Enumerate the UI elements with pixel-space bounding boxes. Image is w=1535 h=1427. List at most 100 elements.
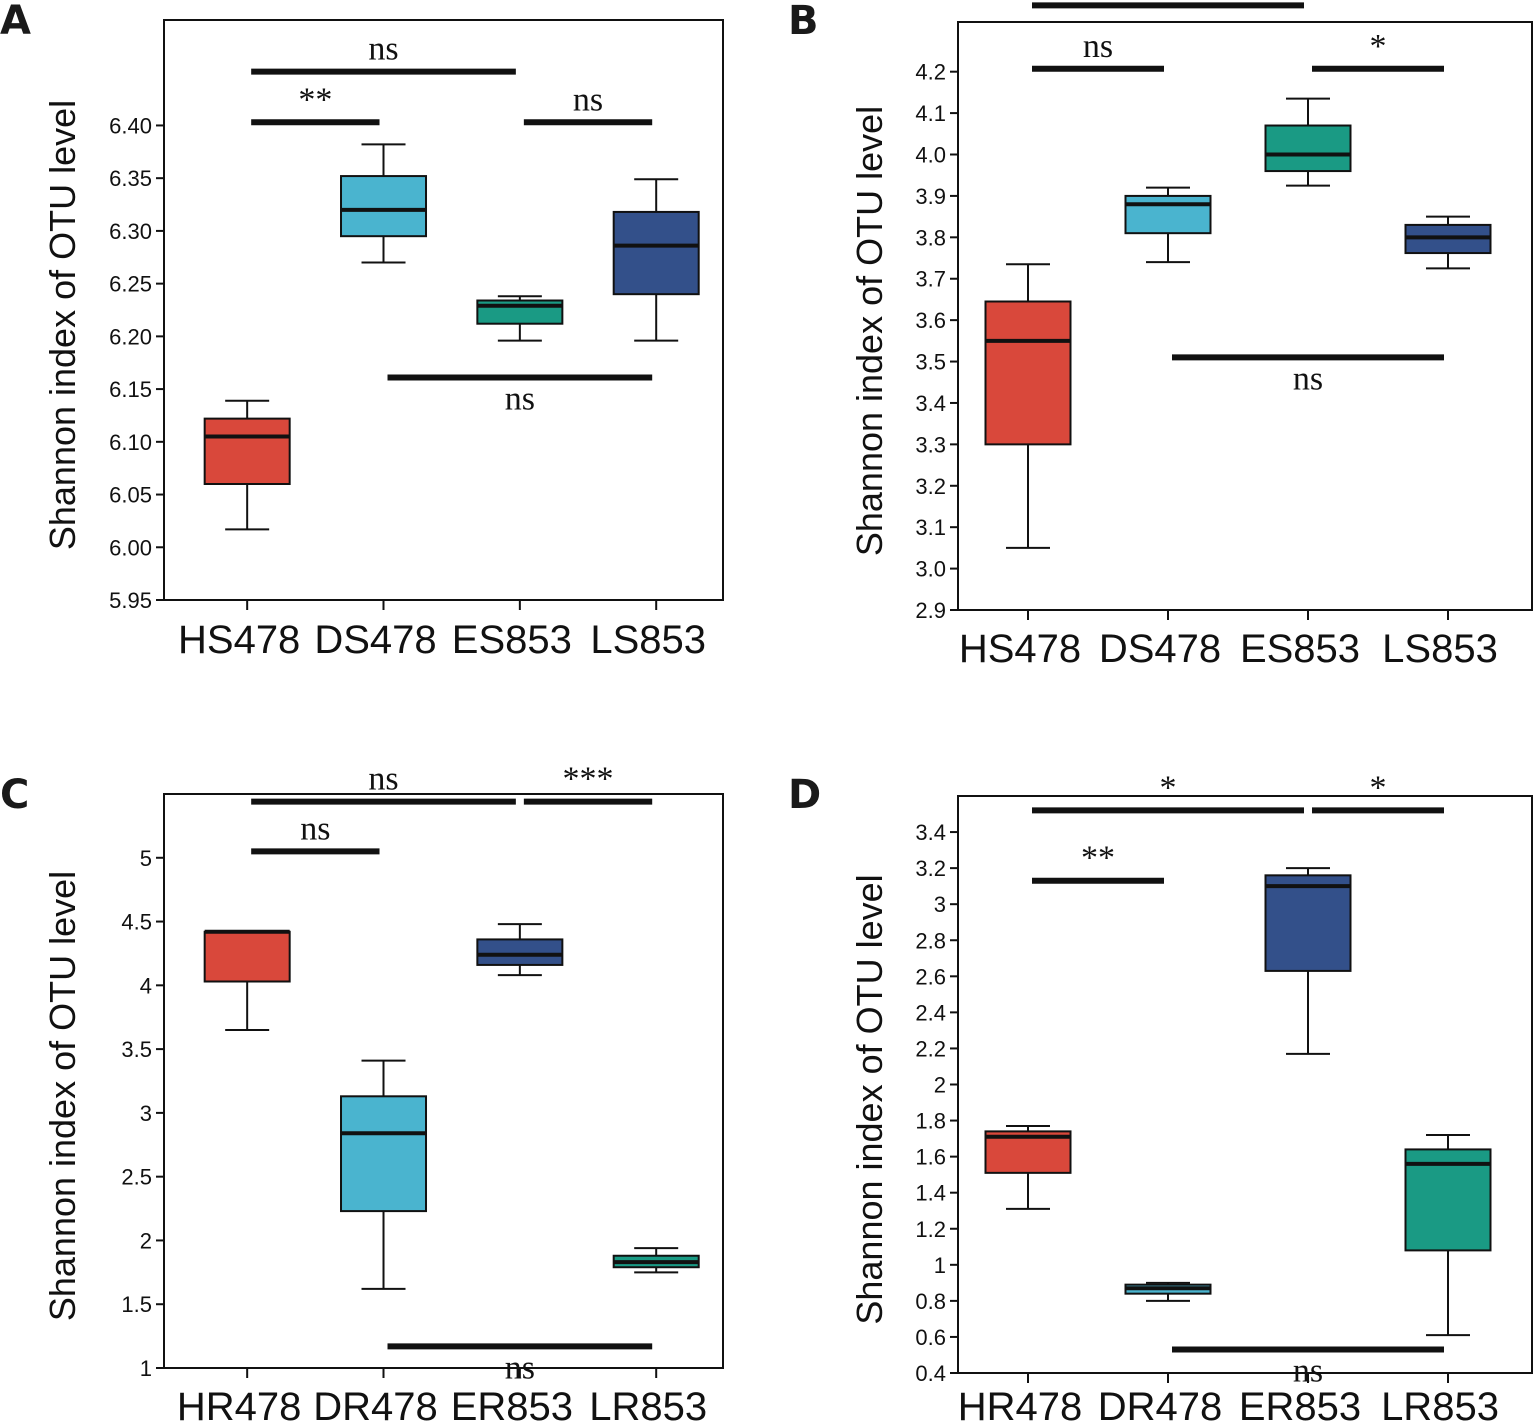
significance-label: *	[1370, 28, 1387, 65]
y-tick-label: 3	[934, 892, 946, 917]
box-iqr	[984, 300, 1072, 446]
y-tick-label: 3.9	[915, 184, 946, 209]
panel-letter: B	[788, 0, 819, 44]
plot-frame	[163, 793, 724, 1369]
x-category-label: ES853	[1240, 627, 1360, 671]
y-tick-label: 3.2	[915, 856, 946, 881]
y-tick-label: 4.5	[121, 910, 152, 935]
box-iqr	[203, 417, 291, 486]
y-tick-label: 1.4	[915, 1181, 946, 1206]
x-category-label: DR478	[313, 1385, 438, 1427]
significance-label: ns	[505, 1349, 535, 1386]
box-iqr	[203, 930, 291, 983]
y-tick-label: 3.8	[915, 225, 946, 250]
significance-label: ns	[368, 31, 398, 68]
y-tick-label: 3.5	[915, 350, 946, 375]
x-category-label: ES853	[452, 618, 572, 662]
y-tick-label: 4.0	[915, 143, 946, 168]
panel-b: B Shannon index of OTU level 2.9 3.0 3.1 3.2 3…	[788, 0, 1533, 671]
y-tick-label: 6.05	[109, 483, 152, 508]
x-category-label: ER853	[451, 1385, 573, 1427]
y-tick-label: 2.4	[915, 1000, 946, 1025]
significance-label: ns	[368, 761, 398, 798]
y-tick-label: 1.6	[915, 1145, 946, 1170]
plot-frame	[163, 19, 724, 601]
significance-label: *	[1370, 769, 1387, 806]
box-iqr	[340, 175, 428, 238]
y-tick-label: 1	[934, 1253, 946, 1278]
y-tick-label: 6.25	[109, 272, 152, 297]
x-category-label: DS478	[314, 618, 436, 662]
x-category-label: LS853	[1382, 627, 1498, 671]
significance-label: ns	[300, 810, 330, 847]
y-tick-label: 0.4	[915, 1361, 946, 1386]
y-tick-label: 4	[140, 973, 152, 998]
y-tick-label: 6.10	[109, 430, 152, 455]
significance-label: ns	[1083, 28, 1113, 65]
y-tick-label: 3.5	[121, 1037, 152, 1062]
panel-letter: D	[788, 772, 821, 818]
box-iqr	[1124, 194, 1212, 235]
y-tick-label: 6.35	[109, 166, 152, 191]
y-tick-label: 0.8	[915, 1289, 946, 1314]
y-tick-label: 4.1	[915, 101, 946, 126]
box-iqr	[1264, 874, 1352, 972]
y-axis-label: Shannon index of OTU level	[849, 106, 890, 556]
y-tick-label: 5	[140, 846, 152, 871]
panel-d: D Shannon index of OTU level 0.4 0.6 0.8 1 1.2…	[788, 769, 1533, 1427]
y-tick-label: 5.95	[109, 588, 152, 613]
x-category-label: HS478	[178, 618, 300, 662]
x-category-label: LS853	[590, 618, 706, 662]
y-axis-label: Shannon index of OTU level	[42, 871, 83, 1321]
y-tick-label: 6.20	[109, 324, 152, 349]
x-category-label: HR478	[177, 1385, 302, 1427]
panel-c: C Shannon index of OTU level 1 1.5 2 2.5 3 3.5 4…	[0, 761, 724, 1427]
x-category-label: LR853	[1381, 1385, 1499, 1427]
x-category-label: DR478	[1098, 1385, 1223, 1427]
y-tick-label: 2.9	[915, 598, 946, 623]
y-tick-label: 2	[140, 1228, 152, 1253]
box-iqr	[612, 210, 700, 296]
y-tick-label: 3	[140, 1101, 152, 1126]
y-tick-label: 3.0	[915, 557, 946, 582]
y-tick-label: 3.7	[915, 267, 946, 292]
x-category-label: HS478	[959, 627, 1081, 671]
y-tick-label: 1.5	[121, 1292, 152, 1317]
significance-label: *	[1160, 769, 1177, 806]
y-tick-label: 1.2	[915, 1217, 946, 1242]
y-tick-label: 6.30	[109, 219, 152, 244]
y-axis-label: Shannon index of OTU level	[849, 874, 890, 1324]
y-tick-label: 1	[140, 1356, 152, 1381]
significance-label: ns	[1293, 1353, 1323, 1390]
y-tick-label: 4.2	[915, 60, 946, 85]
plot-frame	[957, 21, 1533, 611]
y-tick-label: 3.6	[915, 308, 946, 333]
y-tick-label: 2.5	[121, 1165, 152, 1190]
y-tick-label: 6.40	[109, 113, 152, 138]
box-iqr	[476, 938, 564, 966]
panel-letter: A	[0, 0, 31, 44]
significance-label: ns	[505, 380, 535, 417]
box-iqr	[1404, 1148, 1492, 1252]
y-tick-label: 3.4	[915, 391, 946, 416]
y-tick-label: 1.8	[915, 1109, 946, 1134]
significance-label: ns	[1153, 0, 1183, 1]
significance-label: ***	[563, 761, 614, 798]
box-iqr	[1264, 124, 1352, 173]
x-category-label: HR478	[958, 1385, 1083, 1427]
significance-label: **	[1081, 840, 1115, 877]
box-iqr	[340, 1095, 428, 1213]
significance-label: **	[298, 81, 332, 118]
panel-letter: C	[0, 772, 29, 818]
x-category-label: LR853	[589, 1385, 707, 1427]
y-axis-label: Shannon index of OTU level	[42, 100, 83, 550]
y-tick-label: 3.4	[915, 820, 946, 845]
y-tick-label: 0.6	[915, 1325, 946, 1350]
y-tick-label: 3.2	[915, 474, 946, 499]
y-tick-label: 2.6	[915, 964, 946, 989]
x-category-label: ER853	[1239, 1385, 1361, 1427]
x-category-label: DS478	[1099, 627, 1221, 671]
y-tick-label: 6.15	[109, 377, 152, 402]
y-tick-label: 2.2	[915, 1036, 946, 1061]
